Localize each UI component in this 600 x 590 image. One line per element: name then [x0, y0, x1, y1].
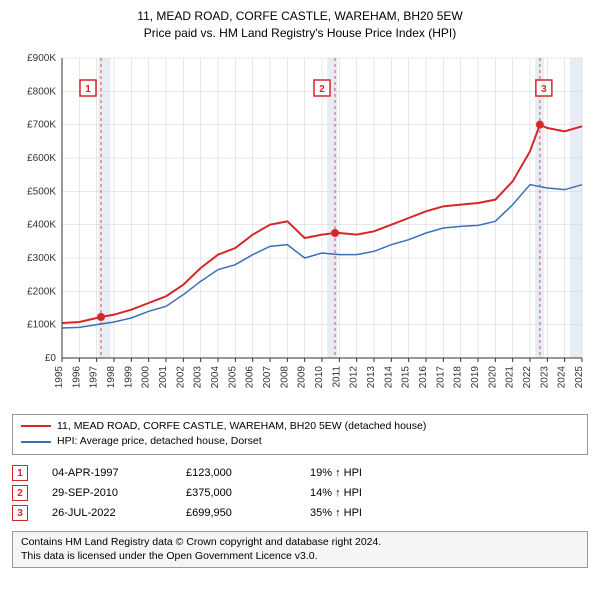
svg-text:£500K: £500K	[27, 186, 56, 197]
svg-text:2015: 2015	[401, 365, 412, 388]
legend-label: HPI: Average price, detached house, Dors…	[57, 434, 262, 450]
sale-marker: 3	[12, 505, 28, 521]
svg-text:2020: 2020	[487, 365, 498, 388]
svg-text:£600K: £600K	[27, 153, 56, 164]
svg-text:2014: 2014	[383, 365, 394, 388]
sale-price: £375,000	[186, 487, 286, 499]
svg-text:2002: 2002	[175, 365, 186, 388]
svg-text:£700K: £700K	[27, 119, 56, 130]
svg-text:£0: £0	[45, 353, 57, 364]
svg-text:2013: 2013	[366, 365, 377, 388]
svg-text:1997: 1997	[89, 365, 100, 388]
sale-diff: 35% ↑ HPI	[310, 507, 410, 519]
svg-text:2001: 2001	[158, 365, 169, 388]
legend-label: 11, MEAD ROAD, CORFE CASTLE, WAREHAM, BH…	[57, 419, 426, 435]
title-line1: 11, MEAD ROAD, CORFE CASTLE, WAREHAM, BH…	[12, 8, 588, 25]
price-chart: £0 £100K £200K £300K £400K £500K £600K £700K £80…	[12, 48, 588, 408]
sale-row: 1 04-APR-1997 £123,000 19% ↑ HPI	[12, 463, 588, 483]
svg-text:£100K: £100K	[27, 319, 56, 330]
svg-text:£800K: £800K	[27, 86, 56, 97]
svg-text:2007: 2007	[262, 365, 273, 388]
svg-text:2025: 2025	[574, 365, 585, 388]
svg-text:2019: 2019	[470, 365, 481, 388]
svg-text:2003: 2003	[193, 365, 204, 388]
svg-text:2: 2	[319, 84, 325, 95]
svg-text:£900K: £900K	[27, 53, 56, 64]
svg-text:£200K: £200K	[27, 286, 56, 297]
title-line2: Price paid vs. HM Land Registry's House …	[12, 25, 588, 42]
svg-text:£400K: £400K	[27, 219, 56, 230]
svg-text:3: 3	[541, 84, 547, 95]
attribution-footer: Contains HM Land Registry data © Crown c…	[12, 531, 588, 568]
svg-text:2011: 2011	[331, 365, 342, 387]
svg-text:2010: 2010	[314, 365, 325, 388]
svg-text:2023: 2023	[539, 365, 550, 388]
footer-line1: Contains HM Land Registry data © Crown c…	[21, 536, 579, 550]
footer-line2: This data is licensed under the Open Gov…	[21, 550, 579, 564]
legend-item: HPI: Average price, detached house, Dors…	[21, 434, 579, 450]
svg-text:2000: 2000	[141, 365, 152, 388]
sale-date: 29-SEP-2010	[52, 487, 162, 499]
svg-text:2016: 2016	[418, 365, 429, 388]
svg-text:1996: 1996	[71, 365, 82, 388]
svg-text:1: 1	[85, 84, 91, 95]
sales-table: 1 04-APR-1997 £123,000 19% ↑ HPI 2 29-SEP-201…	[12, 463, 588, 523]
sale-price: £699,950	[186, 507, 286, 519]
svg-text:£300K: £300K	[27, 253, 56, 264]
chart-title: 11, MEAD ROAD, CORFE CASTLE, WAREHAM, BH…	[12, 8, 588, 42]
svg-text:2017: 2017	[435, 365, 446, 388]
sale-marker: 2	[12, 485, 28, 501]
sale-diff: 14% ↑ HPI	[310, 487, 410, 499]
sale-price: £123,000	[186, 467, 286, 479]
svg-text:2005: 2005	[227, 365, 238, 388]
sale-row: 3 26-JUL-2022 £699,950 35% ↑ HPI	[12, 503, 588, 523]
svg-text:2009: 2009	[297, 365, 308, 388]
sale-row: 2 29-SEP-2010 £375,000 14% ↑ HPI	[12, 483, 588, 503]
svg-text:2022: 2022	[522, 365, 533, 388]
svg-text:2012: 2012	[349, 365, 360, 388]
svg-text:2018: 2018	[453, 365, 464, 388]
svg-text:1998: 1998	[106, 365, 117, 388]
sale-date: 04-APR-1997	[52, 467, 162, 479]
svg-text:2004: 2004	[210, 365, 221, 388]
legend: 11, MEAD ROAD, CORFE CASTLE, WAREHAM, BH…	[12, 414, 588, 456]
legend-swatch	[21, 441, 51, 443]
sale-marker: 1	[12, 465, 28, 481]
svg-text:1995: 1995	[54, 365, 65, 388]
svg-text:2008: 2008	[279, 365, 290, 388]
svg-text:2006: 2006	[245, 365, 256, 388]
legend-item: 11, MEAD ROAD, CORFE CASTLE, WAREHAM, BH…	[21, 419, 579, 435]
sale-date: 26-JUL-2022	[52, 507, 162, 519]
svg-text:1999: 1999	[123, 365, 134, 388]
legend-swatch	[21, 425, 51, 427]
sale-diff: 19% ↑ HPI	[310, 467, 410, 479]
svg-text:2024: 2024	[557, 365, 568, 388]
svg-text:2021: 2021	[505, 365, 516, 388]
